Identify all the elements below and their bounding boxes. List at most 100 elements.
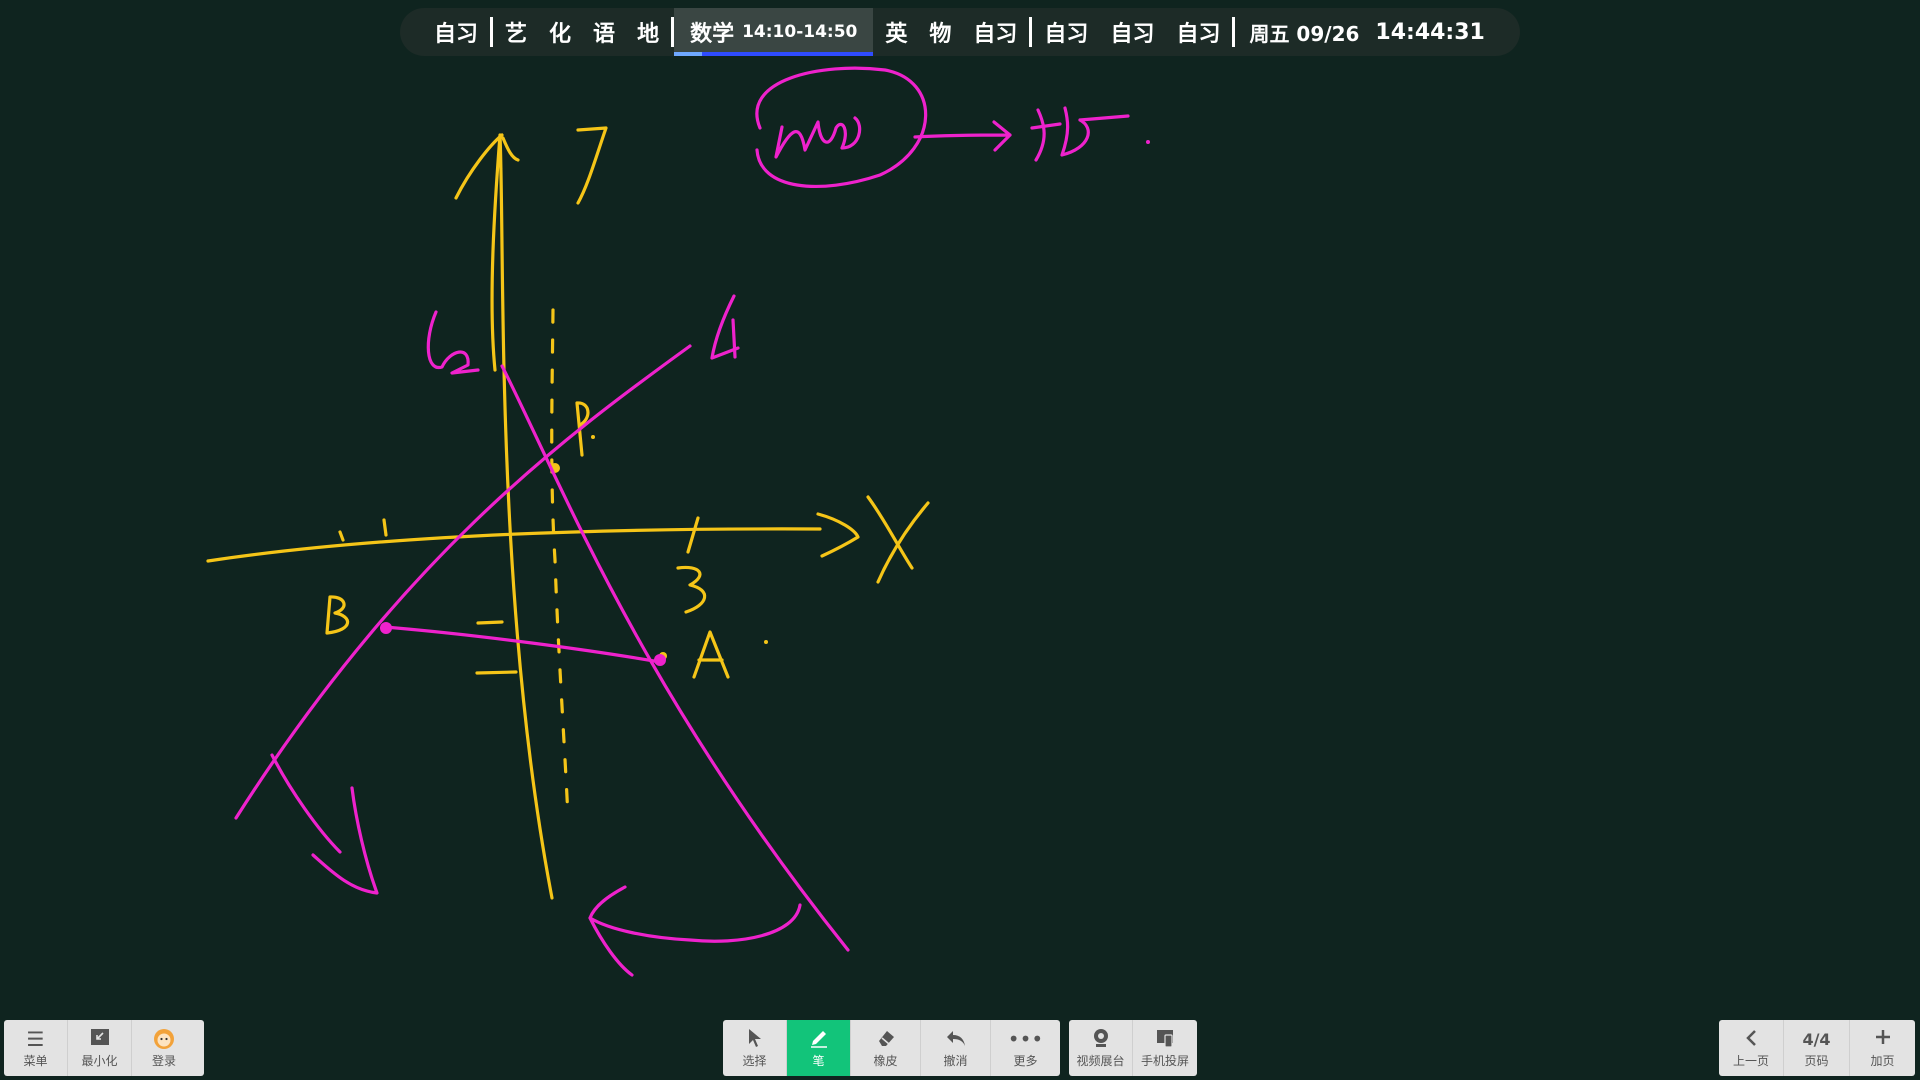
select-tool-button[interactable]: 选择 <box>723 1020 787 1076</box>
yellow-ink <box>206 126 930 900</box>
drawing-toolbar: 选择 笔 橡皮 撤消 ••• 更多 <box>723 1020 1060 1076</box>
video-booth-label: 视频展台 <box>1076 1053 1125 1068</box>
label-l1-1 <box>710 294 740 360</box>
schedule-group-4: 自习 自习 自习 <box>1032 8 1232 56</box>
eraser-icon <box>876 1028 896 1052</box>
login-label: 登录 <box>151 1053 176 1068</box>
segment-AB <box>383 625 662 664</box>
page-toolbar: 上一页 4/4 页码 加页 <box>1719 1020 1915 1076</box>
time-label: 14:44:31 <box>1375 19 1485 45</box>
x-label-1 <box>866 495 914 570</box>
current-period: 数学 14:10-14:50 <box>674 8 874 56</box>
rotate-arrow-bottom <box>588 885 802 977</box>
magenta-ink <box>234 66 1130 977</box>
period-item: 物 <box>929 22 952 47</box>
menu-icon: ☰ <box>26 1026 45 1051</box>
eraser-tool-button[interactable]: 橡皮 <box>851 1020 921 1076</box>
cursor-icon <box>747 1028 763 1052</box>
annotation-arrow <box>913 120 1012 152</box>
separator <box>1232 17 1236 47</box>
page-indicator[interactable]: 4/4 页码 <box>1784 1020 1850 1076</box>
login-button[interactable]: 登录 <box>132 1020 196 1076</box>
page-number: 4/4 <box>1802 1029 1831 1049</box>
period-item: 自习 <box>1110 22 1155 47</box>
tick-neg-2 <box>475 670 518 675</box>
circle-text <box>774 116 862 159</box>
phone-cast-label: 手机投屏 <box>1140 1053 1189 1068</box>
point-A <box>654 654 666 666</box>
current-time-range: 14:10-14:50 <box>742 22 858 42</box>
period-item: 英 <box>885 22 908 47</box>
add-page-label: 加页 <box>1870 1053 1895 1068</box>
clock: 周五 09/26 14:44:31 <box>1235 18 1484 47</box>
point-B <box>380 622 392 634</box>
x-axis-arrow <box>816 512 860 558</box>
x-label-2 <box>876 501 930 584</box>
line-l1 <box>234 344 692 820</box>
phone-cast-icon <box>1155 1028 1175 1052</box>
y-axis <box>490 133 554 900</box>
separator <box>671 17 675 47</box>
page-label: 页码 <box>1804 1053 1829 1068</box>
period-item: 地 <box>637 22 660 47</box>
tick-neg-1 <box>476 620 504 625</box>
label-l2 <box>426 310 480 375</box>
dot-1 <box>591 435 595 439</box>
y-axis-arrow-left <box>454 133 504 200</box>
more-button[interactable]: ••• 更多 <box>991 1020 1060 1076</box>
label-l1-2 <box>731 318 737 359</box>
dashed-line <box>550 308 570 820</box>
undo-icon <box>945 1028 967 1052</box>
avatar-icon <box>153 1028 175 1052</box>
minimize-icon <box>90 1028 110 1052</box>
separator <box>1029 17 1033 47</box>
label-3 <box>676 565 707 614</box>
label-B <box>325 595 350 635</box>
plus-icon <box>1874 1028 1892 1052</box>
menu-button[interactable]: ☰ 菜单 <box>4 1020 68 1076</box>
period-item: 艺 <box>505 22 528 47</box>
period-progress-fill <box>674 52 702 56</box>
more-label: 更多 <box>1013 1053 1038 1068</box>
pen-tool-button[interactable]: 笔 <box>787 1020 851 1076</box>
select-label: 选择 <box>742 1053 767 1068</box>
annotation-text <box>1030 106 1130 162</box>
x-axis <box>206 527 822 563</box>
date-label: 周五 09/26 <box>1249 21 1360 46</box>
more-icon: ••• <box>1007 1026 1044 1051</box>
schedule-group-3: 英 物 自习 <box>873 8 1029 56</box>
y-label <box>576 126 608 205</box>
schedule-group-2: 艺 化 语 地 <box>493 8 671 56</box>
period-item: 语 <box>593 22 616 47</box>
undo-button[interactable]: 撤消 <box>921 1020 991 1076</box>
camera-icon <box>1091 1028 1111 1052</box>
period-item: 自习 <box>1044 22 1089 47</box>
annotation-dot <box>1146 140 1150 144</box>
dot-2 <box>764 640 768 644</box>
pen-icon <box>809 1028 829 1052</box>
schedule-bar: 自习 艺 化 语 地 数学 14:10-14:50 英 物 自习 自习 自习 自… <box>400 8 1520 56</box>
y-axis-arrow-right <box>501 136 520 162</box>
period-item: 自习 <box>973 22 1018 47</box>
chevron-left-icon <box>1744 1028 1758 1052</box>
period-item: 自习 <box>434 22 479 47</box>
prev-page-button[interactable]: 上一页 <box>1719 1020 1784 1076</box>
period-item: 化 <box>549 22 572 47</box>
add-page-button[interactable]: 加页 <box>1850 1020 1915 1076</box>
phone-cast-button[interactable]: 手机投屏 <box>1133 1020 1197 1076</box>
current-subject: 数学 <box>690 22 735 47</box>
video-booth-button[interactable]: 视频展台 <box>1069 1020 1133 1076</box>
share-toolbar: 视频展台 手机投屏 <box>1069 1020 1197 1076</box>
left-toolbar: ☰ 菜单 最小化 登录 <box>4 1020 204 1076</box>
prev-page-label: 上一页 <box>1732 1053 1769 1068</box>
circle-annotation <box>755 66 928 189</box>
schedule-group-1: 自习 <box>422 8 490 56</box>
line-l2 <box>500 364 850 952</box>
pen-label: 笔 <box>812 1053 825 1068</box>
period-progress-bar <box>674 52 874 56</box>
tick-left-2 <box>382 518 388 537</box>
minimize-label: 最小化 <box>81 1053 118 1068</box>
period-item: 自习 <box>1176 22 1221 47</box>
minimize-button[interactable]: 最小化 <box>68 1020 132 1076</box>
